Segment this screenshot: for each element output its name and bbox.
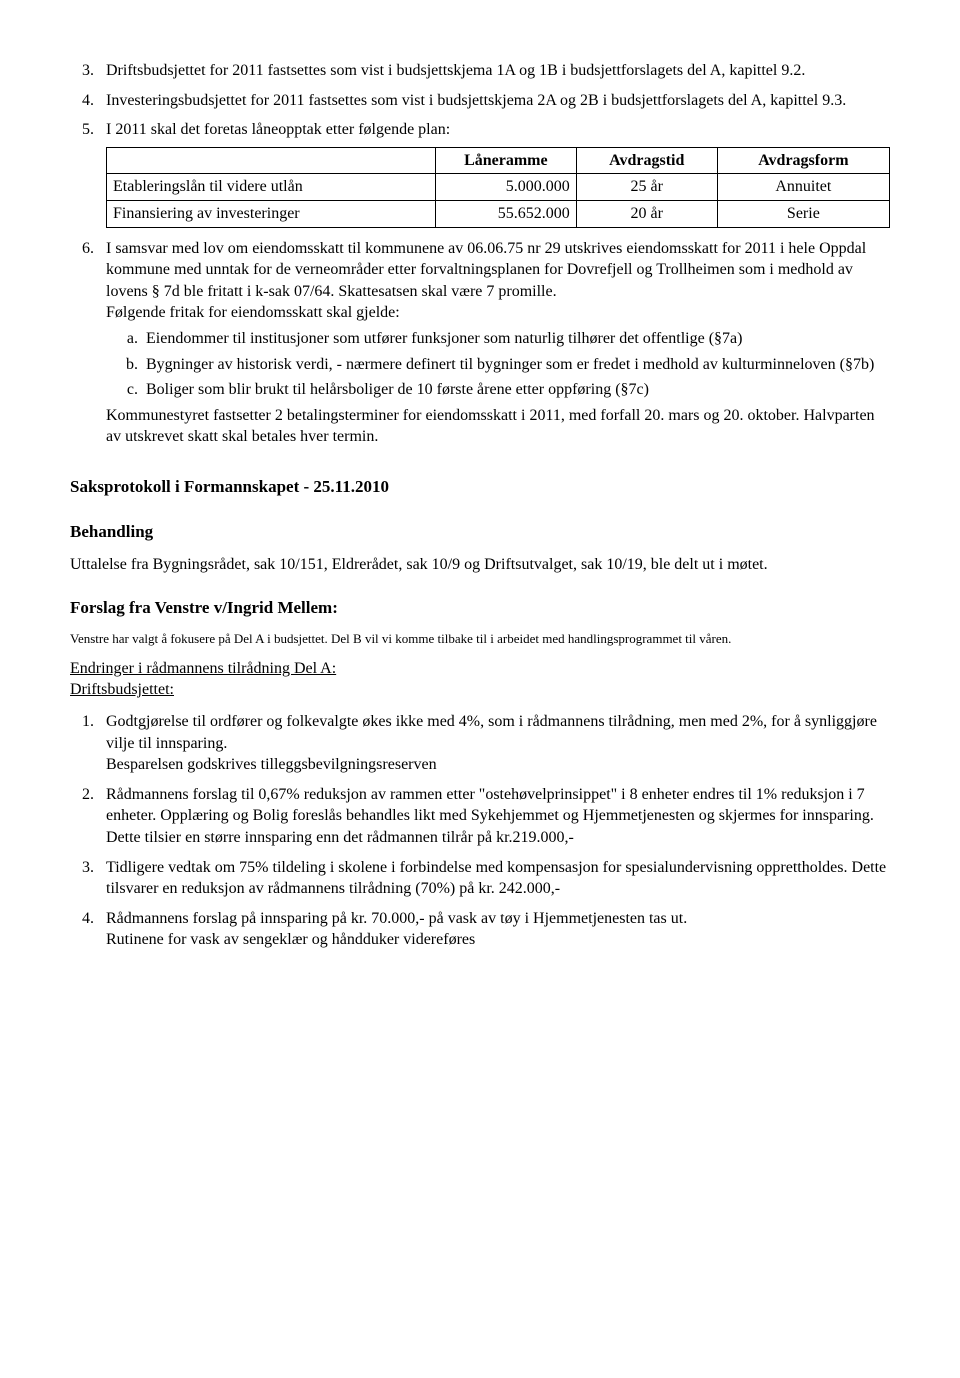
list-item: Rådmannens forslag til 0,67% reduksjon a… (98, 784, 890, 849)
item-text: Rådmannens forslag på innsparing på kr. … (106, 910, 687, 927)
list-item: Boliger som blir brukt til helårsboliger… (142, 379, 890, 401)
table-header (107, 147, 436, 174)
item-text: Tidligere vedtak om 75% tildeling i skol… (106, 859, 886, 898)
table-cell: 20 år (576, 200, 717, 227)
table-cell: Serie (717, 200, 889, 227)
changes-title-text: Endringer i rådmannens tilrådning Del A: (70, 660, 336, 677)
list-item: Godtgjørelse til ordfører og folkevalgte… (98, 711, 890, 776)
list-item: I 2011 skal det foretas låneopptak etter… (98, 119, 890, 227)
table-header-row: Låneramme Avdragstid Avdragsform (107, 147, 890, 174)
table-cell: Etableringslån til videre utlån (107, 174, 436, 201)
table-cell: 25 år (576, 174, 717, 201)
driftsbudsjett-title-text: Driftsbudsjettet: (70, 681, 174, 698)
table-cell: 5.000.000 (435, 174, 576, 201)
table-cell: 55.652.000 (435, 200, 576, 227)
item-text: Besparelsen godskrives tilleggsbevilgnin… (106, 756, 437, 773)
list-item: Bygninger av historisk verdi, - nærmere … (142, 354, 890, 376)
item-text: Investeringsbudsjettet for 2011 fastsett… (106, 92, 846, 109)
item-text: Boliger som blir brukt til helårsboliger… (146, 381, 649, 398)
list-item: Driftsbudsjettet for 2011 fastsettes som… (98, 60, 890, 82)
item-text: Godtgjørelse til ordfører og folkevalgte… (106, 713, 877, 752)
item-text: Rutinene for vask av sengeklær og hånddu… (106, 931, 475, 948)
section-heading: Saksprotokoll i Formannskapet - 25.11.20… (70, 476, 890, 499)
exemption-sublist: Eiendommer til institusjoner som utfører… (106, 328, 890, 401)
table-row: Finansiering av investeringer 55.652.000… (107, 200, 890, 227)
item-text: Bygninger av historisk verdi, - nærmere … (146, 356, 874, 373)
item-text: I samsvar med lov om eiendomsskatt til k… (106, 240, 866, 300)
item-text: Driftsbudsjettet for 2011 fastsettes som… (106, 62, 805, 79)
item-text: I 2011 skal det foretas låneopptak etter… (106, 121, 450, 138)
item-text: Rådmannens forslag til 0,67% reduksjon a… (106, 786, 874, 846)
list-item: Investeringsbudsjettet for 2011 fastsett… (98, 90, 890, 112)
table-header: Låneramme (435, 147, 576, 174)
main-resolution-list: Driftsbudsjettet for 2011 fastsettes som… (70, 60, 890, 448)
proposal-note: Venstre har valgt å fokusere på Del A i … (70, 630, 890, 648)
table-header: Avdragstid (576, 147, 717, 174)
changes-list: Godtgjørelse til ordfører og folkevalgte… (70, 711, 890, 951)
proposal-heading: Forslag fra Venstre v/Ingrid Mellem: (70, 597, 890, 620)
paragraph: Uttalelse fra Bygningsrådet, sak 10/151,… (70, 554, 890, 576)
item-text: Eiendommer til institusjoner som utfører… (146, 330, 742, 347)
list-item: Rådmannens forslag på innsparing på kr. … (98, 908, 890, 951)
loan-plan-table: Låneramme Avdragstid Avdragsform Etabler… (106, 147, 890, 228)
item-text: Kommunestyret fastsetter 2 betalingsterm… (106, 407, 875, 446)
list-item: Eiendommer til institusjoner som utfører… (142, 328, 890, 350)
behandling-heading: Behandling (70, 521, 890, 544)
list-item: I samsvar med lov om eiendomsskatt til k… (98, 238, 890, 448)
item-text: Følgende fritak for eiendomsskatt skal g… (106, 304, 400, 321)
table-cell: Finansiering av investeringer (107, 200, 436, 227)
list-item: Tidligere vedtak om 75% tildeling i skol… (98, 857, 890, 900)
table-row: Etableringslån til videre utlån 5.000.00… (107, 174, 890, 201)
table-header: Avdragsform (717, 147, 889, 174)
changes-heading: Endringer i rådmannens tilrådning Del A:… (70, 658, 890, 701)
table-cell: Annuitet (717, 174, 889, 201)
